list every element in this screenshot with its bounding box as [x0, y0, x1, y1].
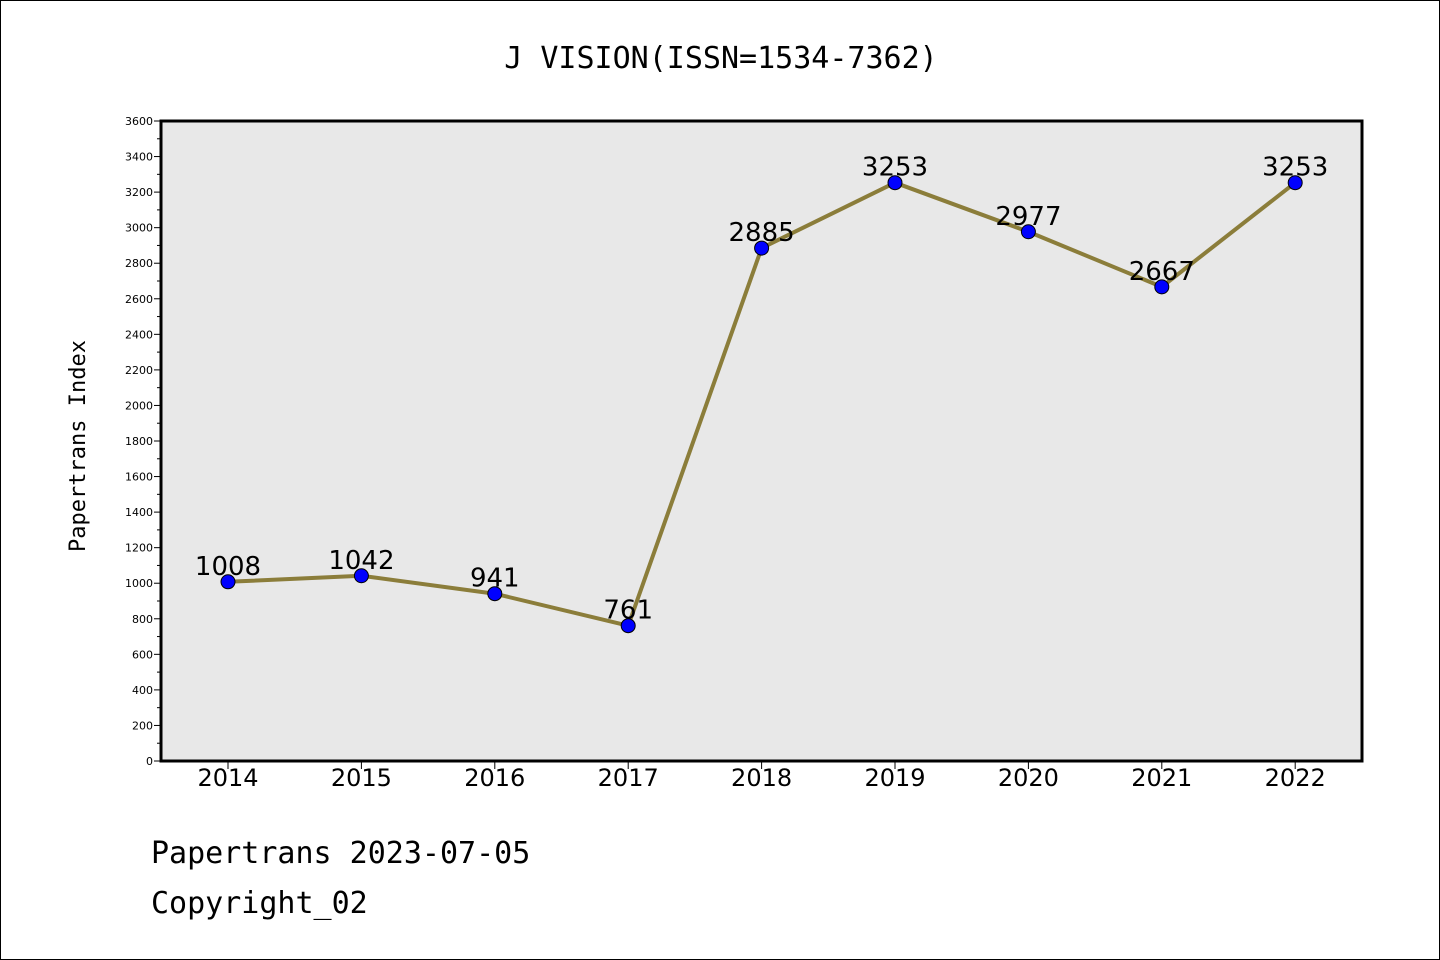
- footer-date: Papertrans 2023-07-05: [151, 836, 531, 871]
- chart-title: J VISION(ISSN=1534-7362): [504, 41, 937, 76]
- data-label: 3253: [862, 153, 928, 183]
- data-point: [353, 568, 369, 584]
- y-tick-label: 3200: [125, 186, 153, 199]
- data-label: 761: [603, 596, 653, 626]
- y-axis-label: Papertrans Index: [66, 340, 91, 552]
- y-tick-label: 200: [132, 719, 153, 732]
- data-label: 2885: [729, 218, 795, 248]
- y-tick-label: 3600: [125, 115, 153, 128]
- y-axis: 0 200 400 600 800 1000 1200 1400 1600 1800 2000 220…: [125, 115, 161, 768]
- x-tick-label: 2021: [1131, 764, 1192, 792]
- x-tick-label: 2020: [998, 764, 1059, 792]
- y-tick-label: 2600: [125, 293, 153, 306]
- data-point: [1020, 224, 1036, 240]
- data-point: [754, 240, 770, 256]
- y-tick-label: 400: [132, 684, 153, 697]
- data-label: 2667: [1129, 257, 1195, 287]
- data-label: 3253: [1262, 153, 1328, 183]
- x-tick-label: 2015: [331, 764, 392, 792]
- x-tick-label: 2022: [1265, 764, 1326, 792]
- y-tick-label: 1400: [125, 506, 153, 519]
- x-axis: 2014 2015 2016 2017 2018 2019 2020 2021 2022: [197, 761, 1326, 792]
- y-tick-label: 1200: [125, 542, 153, 555]
- y-tick-label: 1000: [125, 577, 153, 590]
- x-tick-label: 2014: [197, 764, 258, 792]
- x-tick-label: 2019: [864, 764, 925, 792]
- data-point: [1154, 279, 1170, 295]
- y-tick-label: 2800: [125, 257, 153, 270]
- y-tick-label: 0: [146, 755, 153, 768]
- y-tick-label: 3400: [125, 151, 153, 164]
- footer-copyright: Copyright_02: [151, 886, 368, 921]
- data-points: [220, 175, 1303, 634]
- y-tick-label: 800: [132, 613, 153, 626]
- y-tick-label: 1600: [125, 471, 153, 484]
- x-tick-label: 2016: [464, 764, 525, 792]
- data-point: [620, 618, 636, 634]
- data-label: 2977: [995, 202, 1061, 232]
- y-tick-label: 2400: [125, 328, 153, 341]
- x-tick-label: 2017: [598, 764, 659, 792]
- data-point: [1287, 175, 1303, 191]
- y-tick-label: 1800: [125, 435, 153, 448]
- plot-area: [159, 119, 1364, 763]
- data-point: [487, 586, 503, 602]
- y-tick-label: 3000: [125, 222, 153, 235]
- data-label: 1042: [328, 546, 394, 576]
- x-tick-label: 2018: [731, 764, 792, 792]
- y-tick-label: 2200: [125, 364, 153, 377]
- data-label: 1008: [195, 552, 261, 582]
- y-tick-label: 600: [132, 648, 153, 661]
- data-label: 941: [470, 564, 520, 594]
- data-point: [887, 175, 903, 191]
- y-tick-label: 2000: [125, 399, 153, 412]
- data-point: [220, 574, 236, 590]
- data-labels: 1008 1042 941 761 2885 3253 2977 2667 3253: [195, 153, 1328, 626]
